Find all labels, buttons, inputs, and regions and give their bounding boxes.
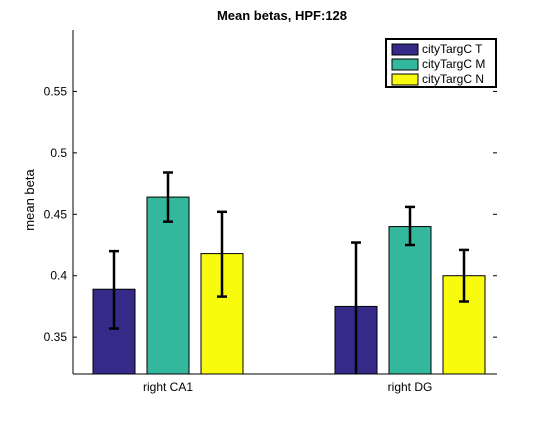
legend-swatch — [391, 73, 419, 86]
x-tick-label: right DG — [388, 380, 433, 394]
legend-swatch — [391, 43, 419, 56]
chart-title: Mean betas, HPF:128 — [217, 8, 347, 23]
bar-citytargc-m-right-dg — [388, 226, 432, 375]
legend-swatch — [391, 58, 419, 71]
y-tick-label: 0.4 — [50, 269, 67, 283]
y-axis-label: mean beta — [22, 169, 37, 231]
y-tick-label: 0.35 — [44, 330, 68, 344]
legend-label: cityTargC M — [422, 57, 485, 71]
legend-label: cityTargC N — [422, 72, 484, 86]
y-tick-label: 0.5 — [50, 146, 67, 160]
y-tick-label: 0.45 — [44, 207, 68, 221]
plot-area: 0.35 0.4 0.45 0.5 0.55 right CA1 right DG — [44, 30, 497, 394]
legend-label: cityTargC T — [422, 42, 483, 56]
y-tick-label: 0.55 — [44, 84, 68, 98]
x-tick-label: right CA1 — [143, 380, 193, 394]
bar-citytargc-m-right-ca1 — [146, 196, 190, 375]
